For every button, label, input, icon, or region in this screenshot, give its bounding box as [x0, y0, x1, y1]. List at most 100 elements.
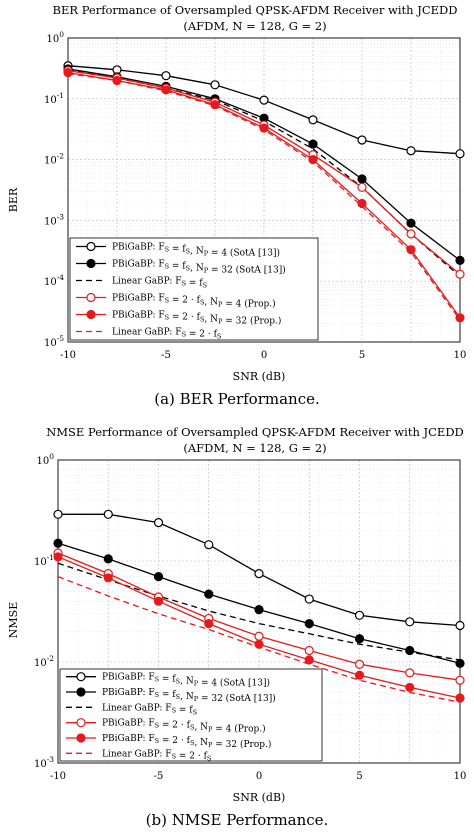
ber-caption: (a) BER Performance.: [154, 390, 320, 408]
nmse-series-point: [304, 645, 314, 656]
nmse-series-point: [153, 596, 164, 606]
nmse-x-tick-label: -5: [154, 771, 164, 782]
nmse-series-point: [204, 540, 214, 550]
nmse-y-tick-label: 10-2: [34, 654, 54, 669]
nmse-series-point: [304, 655, 314, 665]
nmse-legend-label: Linear GaBP: FS = 2 · fS: [102, 749, 211, 762]
nmse-series-point: [254, 631, 264, 641]
nmse-series-point: [204, 618, 214, 629]
nmse-legend-label: PBiGaBP: FS = 2 · fS, NP = 32 (Prop.): [102, 734, 271, 750]
nmse-series-point: [354, 670, 365, 680]
nmse-legend-label: PBiGaBP: FS = fS, NP = 32 (SotA [13]): [102, 688, 276, 704]
ber-subtitle: (AFDM, N = 128, G = 2): [183, 19, 326, 33]
nmse-y-axis-label: NMSE: [7, 602, 20, 638]
nmse-y-tick-label: 100: [36, 452, 54, 467]
nmse-series-point: [455, 693, 465, 703]
nmse-series-line: [57, 575, 461, 703]
nmse-series-point: [153, 517, 164, 528]
ber-legend-swatch-marker: [86, 292, 96, 303]
ber-x-tick-label: 0: [261, 350, 267, 361]
ber-legend-label: PBiGaBP: FS = fS, NP = 4 (SotA [13]): [112, 243, 280, 259]
ber-legend-label: PBiGaBP: FS = fS, NP = 32 (SotA [13]): [112, 260, 286, 276]
nmse-series-point: [304, 618, 314, 629]
ber-series-point: [259, 95, 269, 105]
ber-y-tick-label: 100: [46, 30, 64, 45]
nmse-legend-swatch-marker: [76, 733, 86, 743]
ber-series-point: [63, 67, 73, 78]
ber-series-point: [406, 218, 416, 228]
ber-y-tick-label: 10-5: [44, 334, 64, 349]
ber-series-point: [357, 182, 367, 192]
ber-legend-box: [69, 237, 319, 341]
nmse-series-point: [405, 682, 415, 693]
ber-legend-swatch-marker: [86, 309, 96, 320]
nmse-subtitle: (AFDM, N = 128, G = 2): [183, 441, 326, 455]
nmse-series-point: [53, 552, 63, 562]
nmse-series-point: [354, 659, 365, 669]
ber-series-point: [406, 245, 416, 255]
nmse-legend-swatch-marker: [76, 718, 86, 728]
nmse-y-tick-label: 10-1: [34, 553, 54, 568]
nmse-y-tick-label: 10-3: [34, 755, 54, 770]
ber-series-point: [455, 269, 465, 279]
ber-series-point: [308, 139, 318, 149]
nmse-series-point: [354, 610, 365, 620]
ber-legend-swatch-marker: [86, 258, 96, 269]
ber-x-tick-label: 5: [359, 350, 365, 361]
ber-series-point: [210, 80, 220, 90]
nmse-series-point: [405, 645, 415, 656]
nmse-series-point: [455, 620, 465, 631]
ber-series-line: [67, 72, 461, 321]
ber-y-tick-label: 10-2: [44, 152, 64, 167]
nmse-series-point: [103, 554, 113, 564]
ber-legend-label: Linear GaBP: FS = 2 · fS: [112, 328, 221, 341]
ber-x-tick-label: -5: [161, 350, 171, 361]
ber-series-point: [357, 135, 367, 145]
ber-series-point: [406, 146, 416, 156]
ber-x-tick-label: -10: [60, 350, 76, 361]
nmse-series-point: [53, 538, 63, 548]
nmse-series-point: [254, 605, 264, 615]
ber-y-axis-label: BER: [7, 187, 20, 212]
nmse-legend-label: Linear GaBP: FS = fS: [102, 703, 197, 716]
nmse-legend-swatch-marker: [76, 672, 86, 682]
ber-legend-label: PBiGaBP: FS = 2 · fS, NP = 32 (Prop.): [112, 311, 281, 327]
nmse-legend-swatch-marker: [76, 687, 86, 697]
ber-series-point: [455, 149, 465, 159]
ber-series-point: [455, 313, 465, 323]
nmse-x-tick-label: -10: [50, 771, 66, 782]
ber-panel: BER Performance of Oversampled QPSK-AFDM…: [7, 3, 466, 408]
ber-y-tick-label: 10-3: [44, 212, 64, 227]
ber-series-point: [161, 71, 171, 81]
ber-series-point: [308, 155, 318, 165]
nmse-x-tick-label: 0: [256, 771, 262, 782]
ber-x-tick-label: 10: [454, 350, 467, 361]
ber-legend-swatch-marker: [86, 241, 96, 252]
ber-title: BER Performance of Oversampled QPSK-AFDM…: [53, 3, 458, 17]
nmse-legend-label: PBiGaBP: FS = fS, NP = 4 (SotA [13]): [102, 673, 270, 689]
nmse-legend-label: PBiGaBP: FS = 2 · fS, NP = 4 (Prop.): [102, 719, 266, 735]
nmse-series-point: [405, 617, 415, 627]
ber-plot-area: 100 10-1 10-2 10-3 10-4 10-5-10 -5 0 5 10 PBiGaBP:…: [44, 30, 466, 361]
nmse-series-point: [304, 594, 314, 604]
ber-legend-label: PBiGaBP: FS = 2 · fS, NP = 4 (Prop.): [112, 294, 276, 310]
nmse-series-point: [254, 569, 264, 579]
nmse-series-point: [354, 634, 365, 644]
nmse-series-point: [103, 509, 113, 519]
ber-series-point: [308, 115, 318, 125]
nmse-series-point: [405, 668, 415, 678]
nmse-axes-box: [57, 459, 461, 764]
ber-axes-box: [67, 37, 461, 343]
nmse-series-point: [455, 658, 465, 668]
ber-legend: PBiGaBP: FS = fS, NP = 4 (SotA [13])PBiG…: [69, 237, 319, 341]
nmse-series-point: [204, 589, 214, 599]
nmse-caption: (b) NMSE Performance.: [146, 811, 329, 829]
ber-series-point: [357, 174, 367, 184]
nmse-panel: NMSE Performance of Oversampled QPSK-AFD…: [7, 425, 466, 829]
nmse-legend: PBiGaBP: FS = fS, NP = 4 (SotA [13])PBiG…: [59, 668, 323, 762]
nmse-series-point: [53, 509, 63, 519]
ber-series-point: [455, 255, 465, 265]
ber-series-point: [161, 85, 171, 95]
ber-x-axis-label: SNR (dB): [233, 370, 286, 383]
